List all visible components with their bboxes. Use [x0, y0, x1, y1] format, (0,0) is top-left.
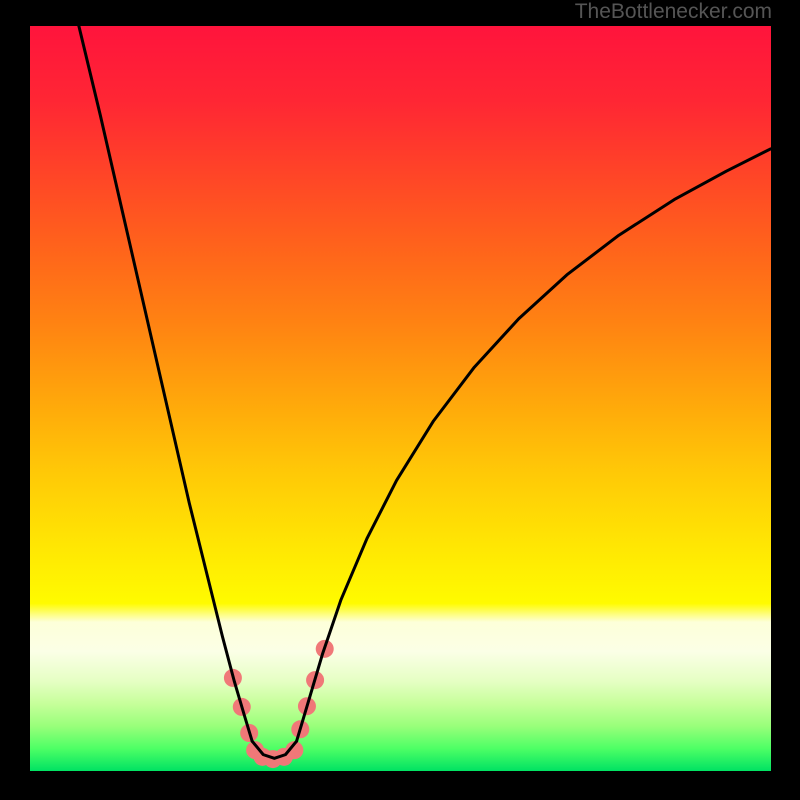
chart-root: TheBottlenecker.com [0, 0, 800, 800]
chart-overlay-svg [30, 26, 771, 771]
watermark-text: TheBottlenecker.com [575, 0, 772, 24]
plot-frame [30, 26, 771, 771]
bottleneck-curve-right [297, 148, 771, 740]
bottleneck-curve-left [79, 26, 252, 741]
